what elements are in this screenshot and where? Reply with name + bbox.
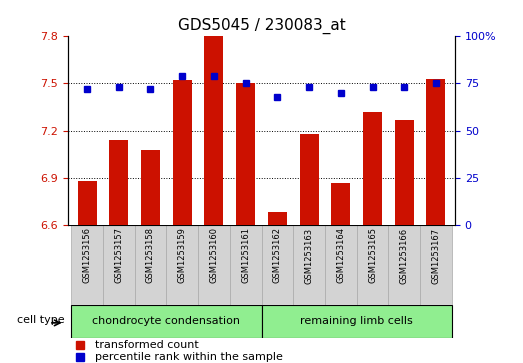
Bar [71, 225, 103, 305]
Text: GSM1253156: GSM1253156 [83, 228, 92, 284]
Text: GSM1253165: GSM1253165 [368, 228, 377, 284]
Text: GSM1253166: GSM1253166 [400, 228, 409, 284]
Bar [389, 225, 420, 305]
Bar [420, 225, 452, 305]
Bar [230, 225, 262, 305]
Text: GSM1253157: GSM1253157 [114, 228, 123, 284]
Bar [293, 225, 325, 305]
Text: cell type: cell type [17, 315, 65, 325]
Bar [134, 225, 166, 305]
Text: GSM1253159: GSM1253159 [178, 228, 187, 284]
Text: GSM1253164: GSM1253164 [336, 228, 345, 284]
Text: GSM1253158: GSM1253158 [146, 228, 155, 284]
Bar [173, 80, 192, 225]
Text: GSM1253162: GSM1253162 [273, 228, 282, 284]
Title: GDS5045 / 230083_at: GDS5045 / 230083_at [178, 17, 345, 33]
Bar [325, 225, 357, 305]
Text: transformed count: transformed count [95, 340, 199, 350]
Bar [77, 181, 97, 225]
Bar [71, 305, 262, 338]
Bar [141, 150, 160, 225]
Bar [198, 225, 230, 305]
Text: remaining limb cells: remaining limb cells [300, 316, 413, 326]
Text: GSM1253167: GSM1253167 [431, 228, 440, 284]
Bar [268, 212, 287, 225]
Text: GSM1253163: GSM1253163 [304, 228, 314, 284]
Bar [426, 79, 446, 225]
Bar [109, 140, 128, 225]
Bar [166, 225, 198, 305]
Text: GSM1253161: GSM1253161 [241, 228, 250, 284]
Bar [300, 134, 319, 225]
Bar [103, 225, 134, 305]
Bar [395, 120, 414, 225]
Bar [262, 225, 293, 305]
Bar [331, 183, 350, 225]
Bar [204, 36, 223, 225]
Text: GSM1253160: GSM1253160 [209, 228, 219, 284]
Text: chondrocyte condensation: chondrocyte condensation [93, 316, 241, 326]
Bar [262, 305, 452, 338]
Bar [236, 83, 255, 225]
Text: percentile rank within the sample: percentile rank within the sample [95, 352, 283, 362]
Bar [357, 225, 389, 305]
Bar [363, 112, 382, 225]
